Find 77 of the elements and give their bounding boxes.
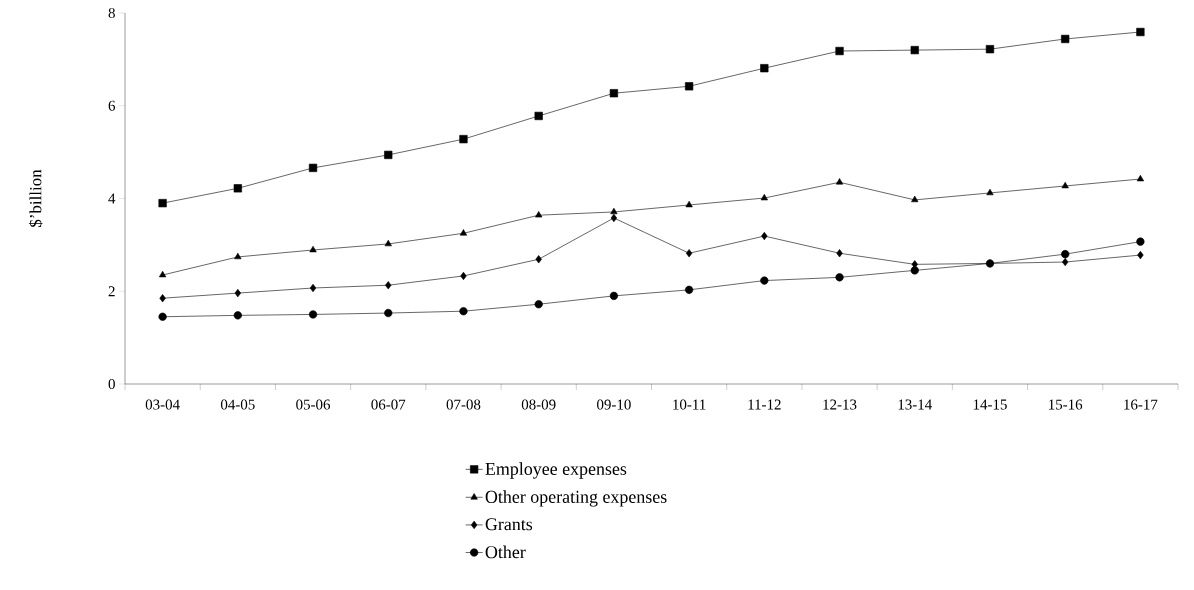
point — [761, 231, 768, 241]
point — [685, 82, 694, 91]
point — [835, 46, 844, 56]
point — [1136, 237, 1145, 246]
point — [760, 276, 769, 285]
point — [685, 249, 693, 258]
point — [985, 45, 995, 54]
x-tick-label: 13-14 — [898, 399, 932, 410]
point — [609, 291, 618, 300]
point — [384, 239, 392, 247]
point — [1136, 27, 1145, 37]
x-tick-label: 10-11 — [673, 399, 706, 410]
point — [385, 281, 392, 290]
point — [760, 193, 768, 201]
point — [1061, 34, 1070, 44]
x-tick-label: 05-06 — [296, 399, 331, 410]
point — [459, 135, 468, 144]
point — [836, 249, 843, 258]
point — [535, 211, 543, 218]
x-tick-label: 03-04 — [145, 399, 180, 410]
point — [835, 178, 844, 185]
point — [911, 195, 919, 203]
point — [308, 163, 318, 172]
point — [610, 207, 618, 215]
point — [309, 245, 317, 253]
point — [685, 285, 694, 294]
y-axis-title: $’billion — [28, 169, 43, 227]
y-tick-label: 2 — [108, 286, 115, 297]
point — [460, 271, 467, 281]
x-tick-label: 16-17 — [1124, 399, 1158, 410]
x-tick-label: 14-15 — [973, 399, 1007, 410]
x-tick-label: 11-12 — [748, 399, 781, 410]
x-tick-label: 15-16 — [1049, 399, 1083, 410]
x-tick-label: 09-10 — [597, 399, 631, 410]
y-tick-label: 8 — [108, 7, 115, 19]
point — [158, 312, 167, 321]
point — [1137, 250, 1144, 260]
point — [233, 311, 242, 320]
point — [910, 46, 919, 55]
x-tick-label: 12-13 — [823, 399, 857, 410]
point — [1061, 181, 1069, 189]
point — [986, 188, 994, 196]
point — [158, 199, 167, 208]
x-tick-label: 04-05 — [220, 399, 255, 410]
point — [534, 300, 543, 309]
point — [459, 307, 468, 316]
x-tick-label: 06-07 — [371, 399, 406, 410]
point — [535, 255, 542, 264]
y-tick-label: 4 — [108, 193, 116, 204]
point — [609, 89, 618, 98]
point — [159, 270, 167, 278]
legend-label: Employee expenses — [485, 462, 627, 479]
point — [835, 273, 844, 282]
point — [1136, 174, 1144, 182]
legend-label: Other operating expenses — [485, 490, 667, 507]
legend-label: Other — [485, 545, 526, 559]
point — [308, 310, 318, 319]
point — [234, 289, 241, 298]
point — [610, 213, 618, 223]
point — [234, 252, 242, 260]
point — [685, 200, 693, 208]
point — [1062, 257, 1069, 267]
x-tick-label: 08-09 — [521, 399, 556, 410]
point — [910, 266, 919, 275]
point — [384, 308, 393, 318]
point — [1061, 250, 1070, 259]
point — [459, 229, 468, 236]
legend-label: Grants — [485, 518, 533, 531]
point — [534, 111, 543, 121]
point — [309, 283, 317, 293]
point — [159, 294, 166, 303]
point — [760, 64, 769, 73]
x-tick-label: 07-08 — [446, 399, 481, 410]
y-tick-label: 0 — [108, 378, 115, 390]
point — [384, 150, 393, 160]
point — [233, 184, 242, 193]
y-tick-label: 6 — [108, 100, 116, 111]
